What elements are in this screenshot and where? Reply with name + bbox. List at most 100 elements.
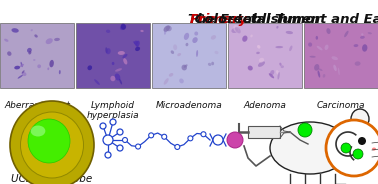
Ellipse shape bbox=[20, 62, 23, 67]
Ellipse shape bbox=[257, 45, 260, 49]
Ellipse shape bbox=[279, 63, 282, 66]
Ellipse shape bbox=[214, 51, 218, 54]
Ellipse shape bbox=[351, 109, 369, 129]
Ellipse shape bbox=[310, 56, 316, 58]
Ellipse shape bbox=[110, 76, 115, 81]
Ellipse shape bbox=[31, 29, 33, 31]
Ellipse shape bbox=[248, 66, 253, 70]
Ellipse shape bbox=[22, 70, 25, 73]
Circle shape bbox=[100, 123, 106, 129]
Circle shape bbox=[103, 135, 113, 145]
Ellipse shape bbox=[316, 36, 318, 40]
Ellipse shape bbox=[20, 64, 24, 67]
Ellipse shape bbox=[11, 28, 19, 33]
Ellipse shape bbox=[34, 34, 38, 38]
Circle shape bbox=[110, 119, 116, 125]
Text: Colorectal Tumor: Colorectal Tumor bbox=[191, 13, 322, 26]
Text: Lymphoid
hyperplasia: Lymphoid hyperplasia bbox=[87, 101, 139, 120]
Ellipse shape bbox=[164, 30, 166, 35]
Circle shape bbox=[162, 134, 167, 139]
Ellipse shape bbox=[28, 51, 31, 54]
Ellipse shape bbox=[196, 50, 198, 57]
Circle shape bbox=[298, 123, 312, 137]
Ellipse shape bbox=[208, 63, 211, 66]
FancyBboxPatch shape bbox=[304, 23, 378, 88]
Circle shape bbox=[175, 144, 180, 149]
Ellipse shape bbox=[181, 65, 187, 70]
Ellipse shape bbox=[242, 36, 248, 42]
Ellipse shape bbox=[256, 52, 260, 54]
Ellipse shape bbox=[173, 44, 177, 50]
Ellipse shape bbox=[211, 62, 214, 65]
Ellipse shape bbox=[140, 30, 144, 32]
Ellipse shape bbox=[31, 125, 45, 137]
Ellipse shape bbox=[332, 56, 338, 60]
Ellipse shape bbox=[166, 26, 172, 31]
Ellipse shape bbox=[269, 73, 274, 78]
FancyBboxPatch shape bbox=[0, 23, 74, 88]
Ellipse shape bbox=[233, 25, 239, 32]
Ellipse shape bbox=[289, 46, 293, 51]
Ellipse shape bbox=[133, 41, 138, 47]
Text: Microadenoma: Microadenoma bbox=[156, 101, 222, 110]
Ellipse shape bbox=[192, 37, 198, 43]
Ellipse shape bbox=[37, 64, 41, 68]
Ellipse shape bbox=[27, 48, 32, 53]
Text: UCL Nanoprobe: UCL Nanoprobe bbox=[11, 174, 93, 184]
Ellipse shape bbox=[22, 72, 26, 76]
Ellipse shape bbox=[280, 65, 284, 68]
Ellipse shape bbox=[186, 43, 188, 46]
Ellipse shape bbox=[169, 73, 173, 77]
Circle shape bbox=[358, 137, 366, 145]
Ellipse shape bbox=[194, 31, 198, 36]
Text: The Establishment and Early Detection of: The Establishment and Early Detection of bbox=[189, 13, 378, 26]
Ellipse shape bbox=[325, 45, 328, 50]
Circle shape bbox=[227, 132, 243, 148]
Ellipse shape bbox=[14, 66, 20, 69]
Ellipse shape bbox=[54, 38, 60, 41]
Ellipse shape bbox=[134, 41, 138, 45]
Ellipse shape bbox=[276, 70, 279, 75]
Ellipse shape bbox=[87, 65, 92, 70]
Ellipse shape bbox=[106, 30, 110, 33]
Circle shape bbox=[188, 136, 193, 141]
Ellipse shape bbox=[231, 28, 238, 33]
Circle shape bbox=[105, 152, 111, 158]
Ellipse shape bbox=[361, 33, 364, 36]
FancyBboxPatch shape bbox=[76, 23, 150, 88]
Ellipse shape bbox=[136, 41, 140, 47]
Ellipse shape bbox=[115, 73, 120, 81]
Ellipse shape bbox=[362, 44, 367, 52]
Ellipse shape bbox=[276, 26, 279, 29]
Ellipse shape bbox=[4, 39, 8, 42]
Text: Aberrant crypt: Aberrant crypt bbox=[4, 101, 70, 110]
Text: Primary: Primary bbox=[189, 13, 248, 26]
Ellipse shape bbox=[123, 58, 127, 65]
Ellipse shape bbox=[314, 64, 319, 71]
FancyBboxPatch shape bbox=[152, 23, 226, 88]
Ellipse shape bbox=[258, 61, 265, 67]
Ellipse shape bbox=[368, 32, 372, 34]
Ellipse shape bbox=[317, 46, 322, 50]
Ellipse shape bbox=[112, 62, 115, 65]
Ellipse shape bbox=[326, 120, 378, 176]
Ellipse shape bbox=[135, 47, 140, 51]
Ellipse shape bbox=[326, 28, 331, 34]
Ellipse shape bbox=[338, 68, 340, 75]
Circle shape bbox=[149, 133, 153, 138]
Ellipse shape bbox=[318, 68, 322, 71]
Ellipse shape bbox=[118, 51, 125, 55]
Ellipse shape bbox=[20, 112, 84, 178]
Ellipse shape bbox=[184, 64, 187, 68]
Ellipse shape bbox=[121, 24, 126, 30]
Ellipse shape bbox=[164, 25, 170, 32]
Ellipse shape bbox=[105, 47, 108, 53]
Circle shape bbox=[201, 132, 206, 137]
Ellipse shape bbox=[106, 48, 111, 54]
Ellipse shape bbox=[50, 60, 54, 67]
Circle shape bbox=[136, 144, 141, 149]
Ellipse shape bbox=[360, 36, 365, 39]
FancyBboxPatch shape bbox=[248, 126, 280, 138]
Ellipse shape bbox=[46, 38, 53, 44]
Ellipse shape bbox=[122, 54, 127, 58]
